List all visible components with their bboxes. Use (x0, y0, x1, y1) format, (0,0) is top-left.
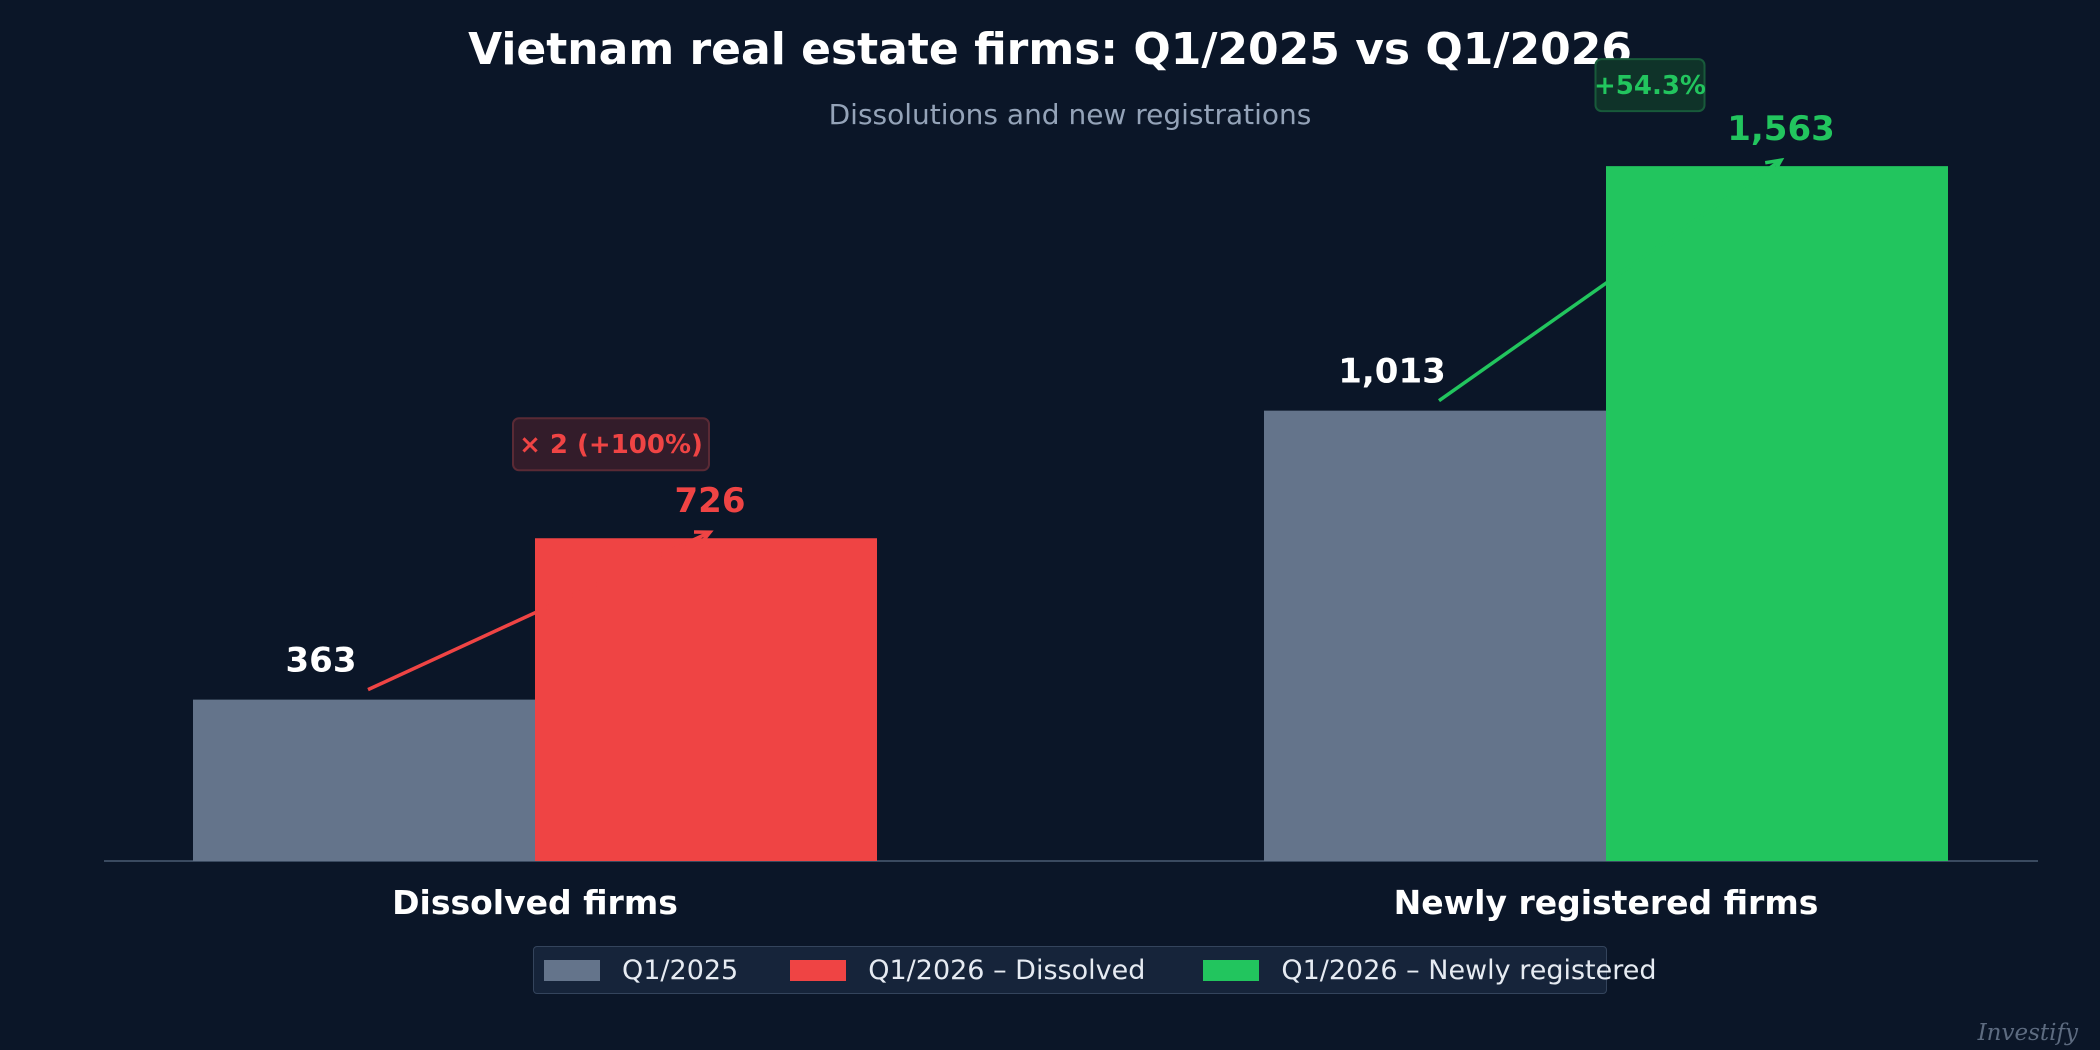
bar-newly-registered-firms-q1-2025 (1264, 410, 1606, 861)
legend-swatch-q1-2025 (544, 959, 600, 981)
legend-item-q1-2026-newly-registered: Q1/2026 – Newly registered (1203, 955, 1656, 986)
category-label-dissolved-firms: Dissolved firms (392, 883, 678, 922)
legend-swatch-q1-2026-dissolved (790, 959, 847, 981)
legend-label-q1-2026-newly-registered: Q1/2026 – Newly registered (1281, 954, 1657, 986)
trend-arrow-dissolved-firms (367, 530, 711, 692)
value-label-newly-registered-firms-q1-2025: 1,013 (1338, 352, 1446, 392)
trend-arrowhead-dissolved-firms (693, 530, 714, 546)
trend-arrowhead-newly-registered-firms (1764, 157, 1785, 175)
legend-label-q1-2026-dissolved: Q1/2026 – Dissolved (868, 954, 1146, 986)
legend-item-q1-2026-dissolved: Q1/2026 – Dissolved (790, 955, 1145, 986)
chart-title: Vietnam real estate firms: Q1/2025 vs Q1… (468, 24, 1632, 75)
change-badge-newly-registered-firms (1594, 58, 1706, 113)
value-label-dissolved-firms-q1-2025: 363 (286, 641, 357, 681)
watermark: Investify (1977, 1020, 2078, 1046)
trend-arrow-newly-registered-firms (1437, 158, 1783, 403)
legend: Q1/2025 Q1/2026 – Dissolved Q1/2026 – Ne… (533, 946, 1656, 994)
bar-dissolved-firms-q1-2025 (193, 699, 535, 861)
value-label-dissolved-firms-q1-2026: 726 (675, 481, 746, 521)
category-label-newly-registered-firms: Newly registered firms (1394, 883, 1819, 922)
change-badge-dissolved-firms (512, 417, 710, 472)
legend-label-q1-2025: Q1/2025 (622, 954, 739, 986)
legend-item-q1-2025: Q1/2025 (544, 955, 738, 986)
change-badge-label-dissolved-firms: × 2 (+100%) (519, 430, 703, 460)
bar-dissolved-firms-q1-2026 (535, 538, 877, 861)
change-badge-label-newly-registered-firms: +54.3% (1594, 71, 1706, 101)
chart-subtitle: Dissolutions and new registrations (829, 98, 1312, 131)
bar-newly-registered-firms-q1-2026 (1606, 166, 1948, 861)
value-label-newly-registered-firms-q1-2026: 1,563 (1727, 109, 1835, 149)
legend-swatch-q1-2026-newly-registered (1203, 959, 1260, 981)
